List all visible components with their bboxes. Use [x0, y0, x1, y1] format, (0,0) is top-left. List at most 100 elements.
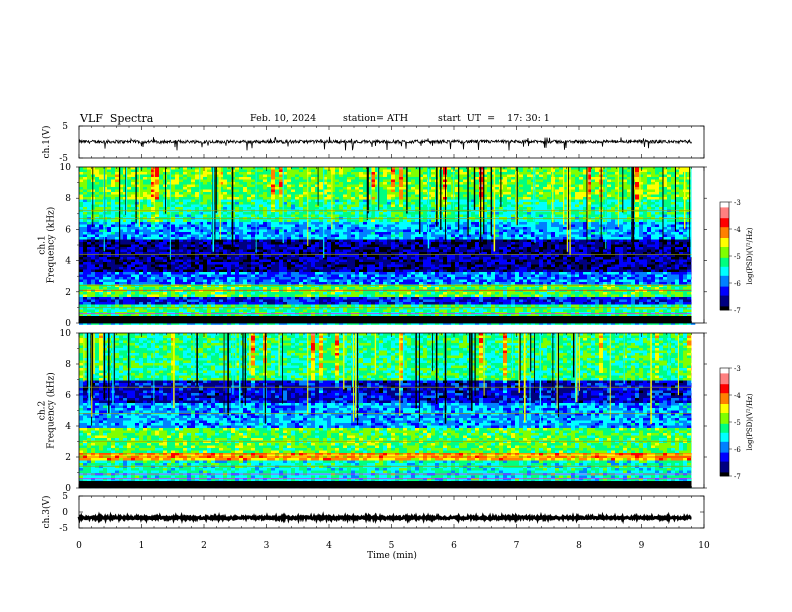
- ch1-spec-cell: [275, 224, 280, 228]
- ch1-spec-cell: [299, 277, 304, 280]
- ch1-spec-cell: [367, 227, 372, 230]
- ch1-spec-cell: [167, 199, 172, 203]
- ch1-spec-cell: [255, 187, 260, 190]
- ch1-spec-cell: [191, 299, 196, 303]
- ch1-spec-cell: [311, 172, 316, 175]
- ch1-spec-cell: [111, 244, 116, 248]
- ch1-spec-cell: [251, 167, 256, 170]
- ch1-spec-cell: [99, 197, 104, 200]
- ch1-spec-cell: [195, 232, 200, 235]
- ch1-spec-cell: [231, 304, 236, 308]
- ch1-spec-cell: [243, 269, 248, 273]
- ch1-spec-cell: [331, 222, 336, 225]
- ch1-spec-cell: [131, 197, 136, 200]
- ch1-spec-cell: [255, 244, 260, 248]
- ch1-spec-cell: [251, 272, 256, 275]
- ch1-spec-cell: [315, 262, 320, 265]
- ch1-spec-cell: [315, 247, 320, 250]
- ch1-spec-cell: [303, 254, 308, 258]
- ch1-spec-cell: [219, 302, 224, 305]
- ch1-spec-cell: [115, 177, 120, 180]
- ch1-spec-cell: [347, 179, 352, 183]
- ch1-spec-cell: [103, 232, 108, 235]
- ch1-spec-cell: [95, 202, 100, 205]
- ch1-spec-cell: [343, 267, 348, 270]
- ch1-spec-cell: [203, 232, 208, 235]
- ch1-spec-cell: [159, 239, 164, 243]
- ch1-spec-cell: [131, 244, 136, 248]
- ch1-spec-cell: [179, 187, 184, 190]
- ch1-spec-cell: [255, 182, 260, 185]
- ch1-spec-cell: [147, 299, 152, 303]
- ch1-spec-cell: [323, 234, 328, 238]
- ch1-spec-cell: [259, 314, 264, 318]
- ch1-spec-cell: [139, 197, 144, 200]
- ch1-spec-cell: [279, 277, 284, 280]
- ch1-spec-cell: [275, 279, 280, 283]
- ch1-spec-cell: [95, 234, 100, 238]
- ch1-spec-cell: [83, 234, 88, 238]
- ch1-spec-cell: [203, 227, 208, 230]
- ch1-spec-cell: [215, 252, 220, 255]
- ch1-spec-cell: [303, 167, 308, 170]
- ch1-spec-cell: [251, 252, 256, 255]
- ch1-spec-cell: [247, 244, 252, 248]
- ch1-spec-cell: [87, 272, 92, 275]
- ch1-spec-cell: [215, 257, 220, 260]
- ch1-spec-cell: [231, 297, 236, 300]
- ch1-spec-cell: [367, 189, 372, 193]
- ch1-spec-cell: [335, 289, 340, 293]
- ch1-spec-cell: [135, 182, 140, 185]
- ch1-spec-cell: [147, 197, 152, 200]
- ch1-spec-cell: [283, 282, 288, 285]
- ch1-spec-cell: [159, 289, 164, 293]
- ch1-spec-cell: [283, 234, 288, 238]
- ch1-spec-cell: [299, 254, 304, 258]
- ch1-spec-cell: [279, 204, 284, 208]
- ch1-spec-cell: [247, 219, 252, 223]
- ch1-spec-cell: [379, 194, 384, 198]
- ch1-spec-cell: [151, 294, 156, 298]
- ch1-spec-cell: [191, 304, 196, 308]
- ch1-spec-cell: [351, 242, 356, 245]
- ch1-spec-cell: [287, 297, 292, 300]
- ch1-spec-cell: [291, 262, 296, 265]
- ch1-spec-cell: [207, 244, 212, 248]
- ch1-spec-cell: [247, 264, 252, 268]
- ch1-spec-cell: [303, 237, 308, 240]
- ch1-spec-cell: [123, 237, 128, 240]
- ch1-spec-cell: [347, 239, 352, 243]
- ch1-spec-cell: [199, 192, 204, 195]
- ch1-spec-cell: [151, 194, 156, 198]
- ch1-spec-cell: [223, 179, 228, 183]
- ch1-spec-cell: [159, 279, 164, 283]
- ch1-spec-cell: [87, 264, 92, 268]
- ch1-spec-cell: [255, 287, 260, 290]
- ch1-spec-cell: [159, 297, 164, 300]
- ch1-spec-cell: [363, 264, 368, 268]
- ch1-spec-cell: [279, 179, 284, 183]
- ch1-spec-cell: [115, 207, 120, 210]
- ch1-spec-cell: [307, 239, 312, 243]
- ch1-spec-cell: [359, 167, 364, 170]
- ch1-spec-cell: [243, 252, 248, 255]
- ch1-spec-cell: [151, 314, 156, 318]
- ch1-spec-cell: [375, 229, 380, 233]
- ch1-spec-cell: [263, 222, 268, 225]
- ch1-spec-cell: [379, 277, 384, 280]
- ch1-spec-cell: [91, 309, 96, 313]
- ch1-spec-cell: [123, 204, 128, 208]
- ch1-spec-cell: [151, 254, 156, 258]
- ch1-spec-cell: [319, 177, 324, 180]
- ch1-spec-cell: [299, 222, 304, 225]
- ch1-spec-cell: [127, 174, 132, 178]
- ch1-spec-cell: [351, 274, 356, 278]
- ch1-spec-cell: [223, 274, 228, 278]
- ch1-spec-cell: [171, 242, 176, 245]
- ch1-spec-cell: [175, 274, 180, 278]
- ch1-spec-cell: [103, 244, 108, 248]
- ch1-spec-cell: [387, 174, 392, 178]
- ch1-spec-cell: [167, 252, 172, 255]
- ch1-spec-cell: [123, 257, 128, 260]
- ch1-spec-cell: [247, 252, 252, 255]
